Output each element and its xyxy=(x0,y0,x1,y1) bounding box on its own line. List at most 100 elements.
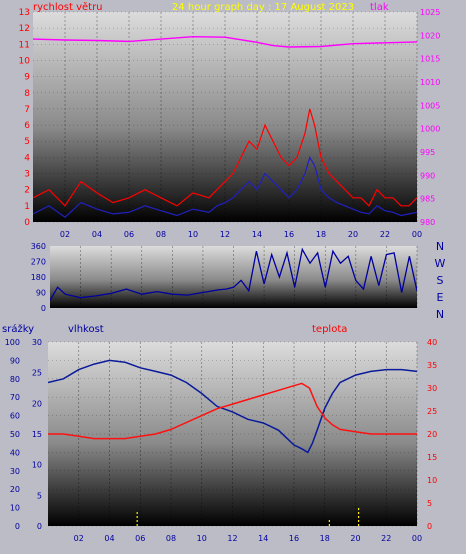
humidity-tick-label: 0 xyxy=(37,522,42,531)
direction-tick-label: 0 xyxy=(41,304,46,313)
time-tick-label: 14 xyxy=(258,534,268,543)
time-tick-label: 16 xyxy=(289,534,299,543)
pressure-axis: 980 985 990 995 1000 1005 1010 1015 1020 1025 xyxy=(420,8,440,227)
time-tick-label: 22 xyxy=(380,230,390,239)
wind-speed-tick-label: 11 xyxy=(19,40,30,50)
pressure-tick-label: 980 xyxy=(420,218,435,227)
temperature-tick-label: 30 xyxy=(427,384,437,393)
direction-tick-label: 360 xyxy=(31,242,46,251)
chart-title: 24 hour graph day : 17 August 2023 xyxy=(172,2,354,13)
rain-tick-label: 70 xyxy=(10,393,20,402)
wind-speed-tick-label: 0 xyxy=(24,218,30,228)
wind-time-axis: 02 04 06 08 10 12 14 16 18 20 22 00 xyxy=(60,230,422,239)
rain-tick-label: 0 xyxy=(15,522,20,531)
wind-speed-tick-label: 12 xyxy=(19,24,30,34)
direction-tick-label: 180 xyxy=(31,273,46,282)
rain-tick-label: 100 xyxy=(5,338,20,347)
compass-label: W xyxy=(435,257,446,270)
pressure-tick-label: 1000 xyxy=(420,125,440,134)
humidity-tick-label: 10 xyxy=(32,461,42,470)
time-tick-label: 08 xyxy=(156,230,166,239)
time-tick-label: 22 xyxy=(381,534,391,543)
rain-tick-label: 60 xyxy=(10,412,20,421)
time-tick-label: 04 xyxy=(104,534,114,543)
compass-label: E xyxy=(437,291,444,304)
wind-speed-tick-label: 8 xyxy=(24,89,30,99)
gust-series-line xyxy=(33,155,417,218)
humidity-axis: 0 5 10 15 20 25 30 xyxy=(32,338,42,531)
time-tick-label: 12 xyxy=(227,534,237,543)
temperature-tick-label: 25 xyxy=(427,407,437,416)
time-tick-label: 04 xyxy=(92,230,102,239)
wind-speed-tick-label: 7 xyxy=(24,105,30,115)
rain-bars xyxy=(136,507,360,526)
temperature-tick-label: 20 xyxy=(427,430,437,439)
pressure-tick-label: 1015 xyxy=(420,55,440,64)
time-tick-label: 00 xyxy=(412,534,422,543)
direction-tick-label: 270 xyxy=(31,258,46,267)
temperature-axis: 0 5 10 15 20 25 30 35 40 xyxy=(427,338,437,531)
temperature-tick-label: 35 xyxy=(427,361,437,370)
humidity-axis-label: vlhkost xyxy=(68,324,104,335)
compass-label: N xyxy=(436,240,444,253)
wind-speed-tick-label: 1 xyxy=(24,202,30,212)
rain-tick-label: 50 xyxy=(10,430,20,439)
wind-speed-tick-label: 9 xyxy=(24,73,30,83)
time-tick-label: 06 xyxy=(135,534,145,543)
temperature-tick-label: 0 xyxy=(427,522,432,531)
pressure-tick-label: 1010 xyxy=(420,78,440,87)
wind-speed-tick-label: 2 xyxy=(24,186,30,196)
humidity-tick-label: 30 xyxy=(32,338,42,347)
time-tick-label: 02 xyxy=(60,230,70,239)
time-tick-label: 18 xyxy=(316,230,326,239)
humidity-tick-label: 15 xyxy=(32,430,42,439)
pressure-tick-label: 985 xyxy=(420,195,435,204)
rain-tick-label: 80 xyxy=(10,375,20,384)
wind-speed-tick-label: 4 xyxy=(24,153,30,163)
time-tick-label: 08 xyxy=(166,534,176,543)
humidity-tick-label: 5 xyxy=(37,491,42,500)
direction-plot-area xyxy=(50,246,417,308)
humidity-tick-label: 25 xyxy=(32,369,42,378)
pressure-tick-label: 1020 xyxy=(420,31,440,40)
temperature-tick-label: 5 xyxy=(427,499,432,508)
pressure-tick-label: 990 xyxy=(420,171,435,180)
pressure-tick-label: 1005 xyxy=(420,101,440,110)
rain-tick-label: 10 xyxy=(10,504,20,513)
direction-tick-label: 90 xyxy=(36,289,46,298)
temp-time-axis: 02 04 06 08 10 12 14 16 18 20 22 00 xyxy=(74,534,422,543)
wind-speed-tick-label: 5 xyxy=(24,137,30,147)
wind-speed-tick-label: 3 xyxy=(24,170,30,180)
compass-label: S xyxy=(437,274,444,287)
compass-label: N xyxy=(436,308,444,321)
rain-tick-label: 40 xyxy=(10,448,20,457)
time-tick-label: 18 xyxy=(320,534,330,543)
rain-tick-label: 20 xyxy=(10,485,20,494)
pressure-series-line xyxy=(33,35,417,48)
direction-series-line xyxy=(50,247,417,301)
wind-speed-tick-label: 6 xyxy=(24,121,30,131)
time-tick-label: 10 xyxy=(188,230,198,239)
pressure-axis-label: tlak xyxy=(370,2,389,13)
temperature-series-line xyxy=(48,382,417,440)
humidity-series-line xyxy=(48,359,417,454)
humidity-tick-label: 20 xyxy=(32,399,42,408)
direction-axis: 0 90 180 270 360 xyxy=(31,242,46,313)
time-tick-label: 14 xyxy=(252,230,262,239)
time-tick-label: 06 xyxy=(124,230,134,239)
temperature-axis-label: teplota xyxy=(312,324,347,335)
temperature-tick-label: 10 xyxy=(427,476,437,485)
time-tick-label: 20 xyxy=(348,230,358,239)
temp-humidity-panel: 0 10 20 30 40 50 60 70 80 90 100 0 5 10 15 20 25 30 0 5 10… xyxy=(2,323,437,543)
wind-speed-tick-label: 13 xyxy=(19,8,30,18)
time-tick-label: 12 xyxy=(220,230,230,239)
time-tick-label: 00 xyxy=(412,230,422,239)
time-tick-label: 16 xyxy=(284,230,294,239)
rain-axis-label: srážky xyxy=(2,323,34,335)
time-tick-label: 20 xyxy=(350,534,360,543)
